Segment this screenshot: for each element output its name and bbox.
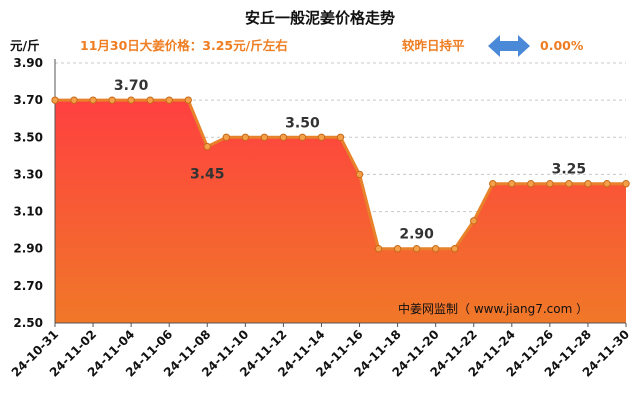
- data-point: [412, 245, 421, 253]
- data-point: [508, 180, 516, 188]
- price-subtitle: 11月30日大姜价格：3.25元/斤左右: [80, 38, 288, 53]
- data-point: [565, 180, 573, 188]
- y-tick-label: 3.30: [13, 167, 43, 181]
- change-percent: 0.00%: [540, 38, 584, 53]
- compare-label: 较昨日持平: [402, 38, 465, 53]
- data-point: [184, 96, 192, 104]
- data-point: [584, 180, 592, 188]
- price-area: [55, 100, 626, 323]
- double-arrow-icon: [488, 35, 530, 57]
- data-point: [622, 180, 630, 188]
- data-point: [355, 170, 364, 179]
- data-point: [336, 133, 345, 141]
- data-label: 3.25: [552, 162, 587, 178]
- data-point: [298, 133, 307, 141]
- x-tick-labels: 24-10-3124-11-0224-11-0424-11-0624-11-08…: [9, 323, 632, 380]
- data-point: [51, 96, 59, 104]
- data-point: [470, 217, 478, 225]
- data-point: [374, 245, 383, 253]
- data-point: [603, 180, 611, 188]
- y-tick-label: 2.70: [13, 279, 43, 293]
- data-point: [127, 96, 135, 104]
- data-point: [279, 133, 288, 141]
- data-point: [146, 96, 154, 104]
- data-point: [317, 133, 326, 141]
- data-point: [222, 133, 231, 141]
- data-label: 3.70: [114, 78, 149, 94]
- data-point: [203, 142, 211, 151]
- data-label: 3.50: [285, 115, 320, 131]
- data-label: 2.90: [399, 227, 434, 243]
- data-point: [393, 245, 402, 253]
- y-tick-label: 3.70: [13, 93, 43, 107]
- data-points: [51, 96, 630, 253]
- data-point: [260, 133, 269, 141]
- data-point: [89, 96, 97, 104]
- data-point: [451, 245, 459, 253]
- data-point: [108, 96, 116, 104]
- y-tick-label: 3.10: [13, 205, 43, 219]
- data-point: [489, 180, 497, 188]
- data-labels: 3.70 3.45 3.50 2.90 3.25: [114, 78, 586, 243]
- data-label: 3.45: [190, 167, 225, 183]
- y-axis-label: 元/斤: [10, 38, 40, 53]
- chart-title: 安丘一般泥姜价格走势: [245, 9, 395, 27]
- y-tick-labels: 2.50 2.70 2.90 3.10 3.30 3.50 3.70 3.90: [13, 56, 43, 330]
- y-tick-label: 2.50: [13, 316, 43, 330]
- data-point: [165, 96, 173, 104]
- y-tick-label: 2.90: [13, 242, 43, 256]
- data-point: [527, 180, 535, 188]
- y-tick-label: 3.90: [13, 56, 43, 70]
- data-point: [546, 180, 554, 188]
- y-tick-label: 3.50: [13, 130, 43, 144]
- source-watermark: 中姜网监制（ www.jiang7.com ）: [398, 301, 588, 316]
- data-point: [241, 133, 250, 141]
- data-point: [70, 96, 78, 104]
- data-point: [431, 245, 440, 253]
